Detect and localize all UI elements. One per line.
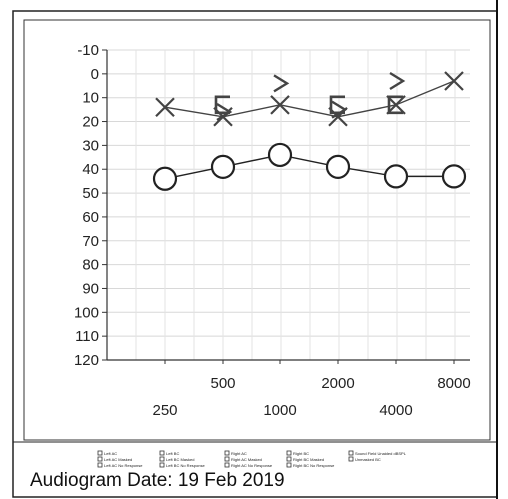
x-marker <box>271 96 289 114</box>
y-tick-label: 20 <box>82 114 99 131</box>
legend-entry: Right BC Masked <box>293 457 324 462</box>
legend-symbol <box>160 451 164 455</box>
legend-symbol <box>349 457 353 461</box>
y-tick-label: 90 <box>82 280 99 297</box>
legend-entry: Left AC Masked <box>104 457 132 462</box>
x-tick-label: 4000 <box>379 402 412 419</box>
legend-symbol <box>349 451 353 455</box>
legend-symbol <box>225 463 229 467</box>
legend-symbol <box>225 451 229 455</box>
legend-entry: Right AC No Response <box>231 463 273 468</box>
legend-symbol <box>160 463 164 467</box>
y-tick-label: 0 <box>91 66 99 83</box>
x-tick-label: 250 <box>152 402 177 419</box>
x-marker <box>445 72 463 90</box>
circle-marker <box>154 168 176 190</box>
circle-marker <box>443 165 465 187</box>
outer-border <box>13 11 497 497</box>
y-tick-label: 30 <box>82 137 99 154</box>
circle-marker <box>212 156 234 178</box>
plot-frame <box>24 20 490 440</box>
legend-entry: Right BC No Response <box>293 463 335 468</box>
x-tick-label: 500 <box>210 375 235 392</box>
y-tick-label: 40 <box>82 161 99 178</box>
legend-entry: Right AC <box>231 451 247 456</box>
legend-symbol <box>98 463 102 467</box>
legend-symbol <box>287 463 291 467</box>
legend-entry: Left AC <box>104 451 117 456</box>
legend-symbol <box>98 457 102 461</box>
x-tick-label: 2000 <box>321 375 354 392</box>
legend-entry: Left BC No Response <box>166 463 205 468</box>
y-tick-label: 60 <box>82 209 99 226</box>
legend-symbol <box>98 451 102 455</box>
legend-entry: Left BC <box>166 451 179 456</box>
circle-marker <box>269 144 291 166</box>
legend-symbol <box>225 457 229 461</box>
legend-entry: Unmasked BC <box>355 457 381 462</box>
y-tick-label: -10 <box>77 42 99 59</box>
x-tick-label: 8000 <box>437 375 470 392</box>
legend-entry: Right BC <box>293 451 309 456</box>
y-tick-label: 120 <box>74 352 99 369</box>
y-tick-label: 10 <box>82 90 99 107</box>
y-tick-label: 70 <box>82 233 99 250</box>
y-tick-label: 100 <box>74 304 99 321</box>
circle-marker <box>385 165 407 187</box>
legend-symbol <box>287 457 291 461</box>
y-tick-label: 110 <box>75 328 99 345</box>
y-tick-label: 50 <box>82 185 99 202</box>
y-tick-label: 80 <box>82 257 99 274</box>
legend-symbol <box>160 457 164 461</box>
legend-entry: Left AC No Response <box>104 463 143 468</box>
legend-entry: Left BC Masked <box>166 457 194 462</box>
circle-marker <box>327 156 349 178</box>
legend-entry: Right AC Masked <box>231 457 262 462</box>
x-tick-label: 1000 <box>263 402 296 419</box>
legend-entry: Sound Field Unaided dBSPL <box>355 451 407 456</box>
audiogram-date-caption: Audiogram Date: 19 Feb 2019 <box>30 470 285 492</box>
legend-symbol <box>287 451 291 455</box>
